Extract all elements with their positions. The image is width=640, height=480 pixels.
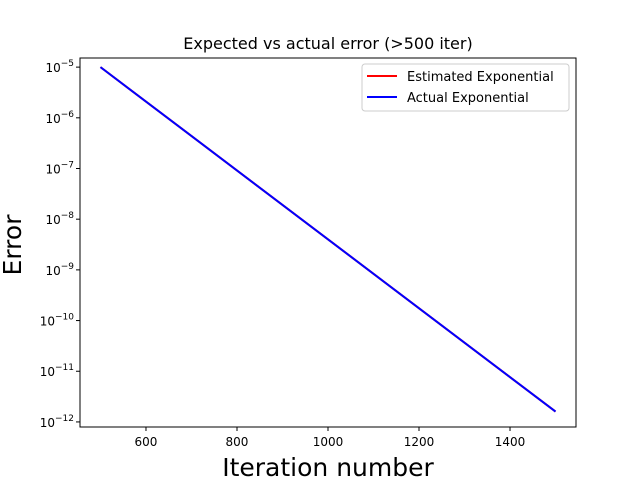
- y-tick-label: 10−8: [45, 211, 74, 227]
- legend: Estimated Exponential Actual Exponential: [361, 63, 570, 112]
- y-axis-label: Error: [0, 214, 27, 276]
- y-tick-label: 10−11: [40, 363, 74, 379]
- legend-label: Actual Exponential: [407, 91, 529, 106]
- series-lines: [99, 66, 557, 413]
- y-tick-label: 10−12: [40, 414, 74, 430]
- x-axis-label: Iteration number: [222, 453, 434, 480]
- chart-title: Expected vs actual error (>500 iter): [183, 34, 472, 53]
- y-tick-label: 10−6: [45, 110, 74, 126]
- x-tick-label: 600: [135, 435, 158, 449]
- x-tick-label: 1400: [495, 435, 526, 449]
- legend-box: [361, 63, 570, 112]
- y-tick-label: 10−7: [45, 160, 74, 176]
- y-tick-label: 10−9: [45, 262, 74, 278]
- y-tick-label: 10−10: [40, 313, 75, 329]
- x-tick-label: 1000: [313, 435, 344, 449]
- x-tick-label: 800: [226, 435, 249, 449]
- series-line: [99, 66, 557, 413]
- x-tick-label: 1200: [404, 435, 435, 449]
- x-axis: 600 800 1000 1200 1400: [135, 427, 526, 449]
- y-axis: 10−5 10−6 10−7 10−8 10−9 10−10 10−11 10−12: [40, 59, 80, 430]
- legend-label: Estimated Exponential: [407, 70, 554, 85]
- y-tick-label: 10−5: [45, 59, 74, 75]
